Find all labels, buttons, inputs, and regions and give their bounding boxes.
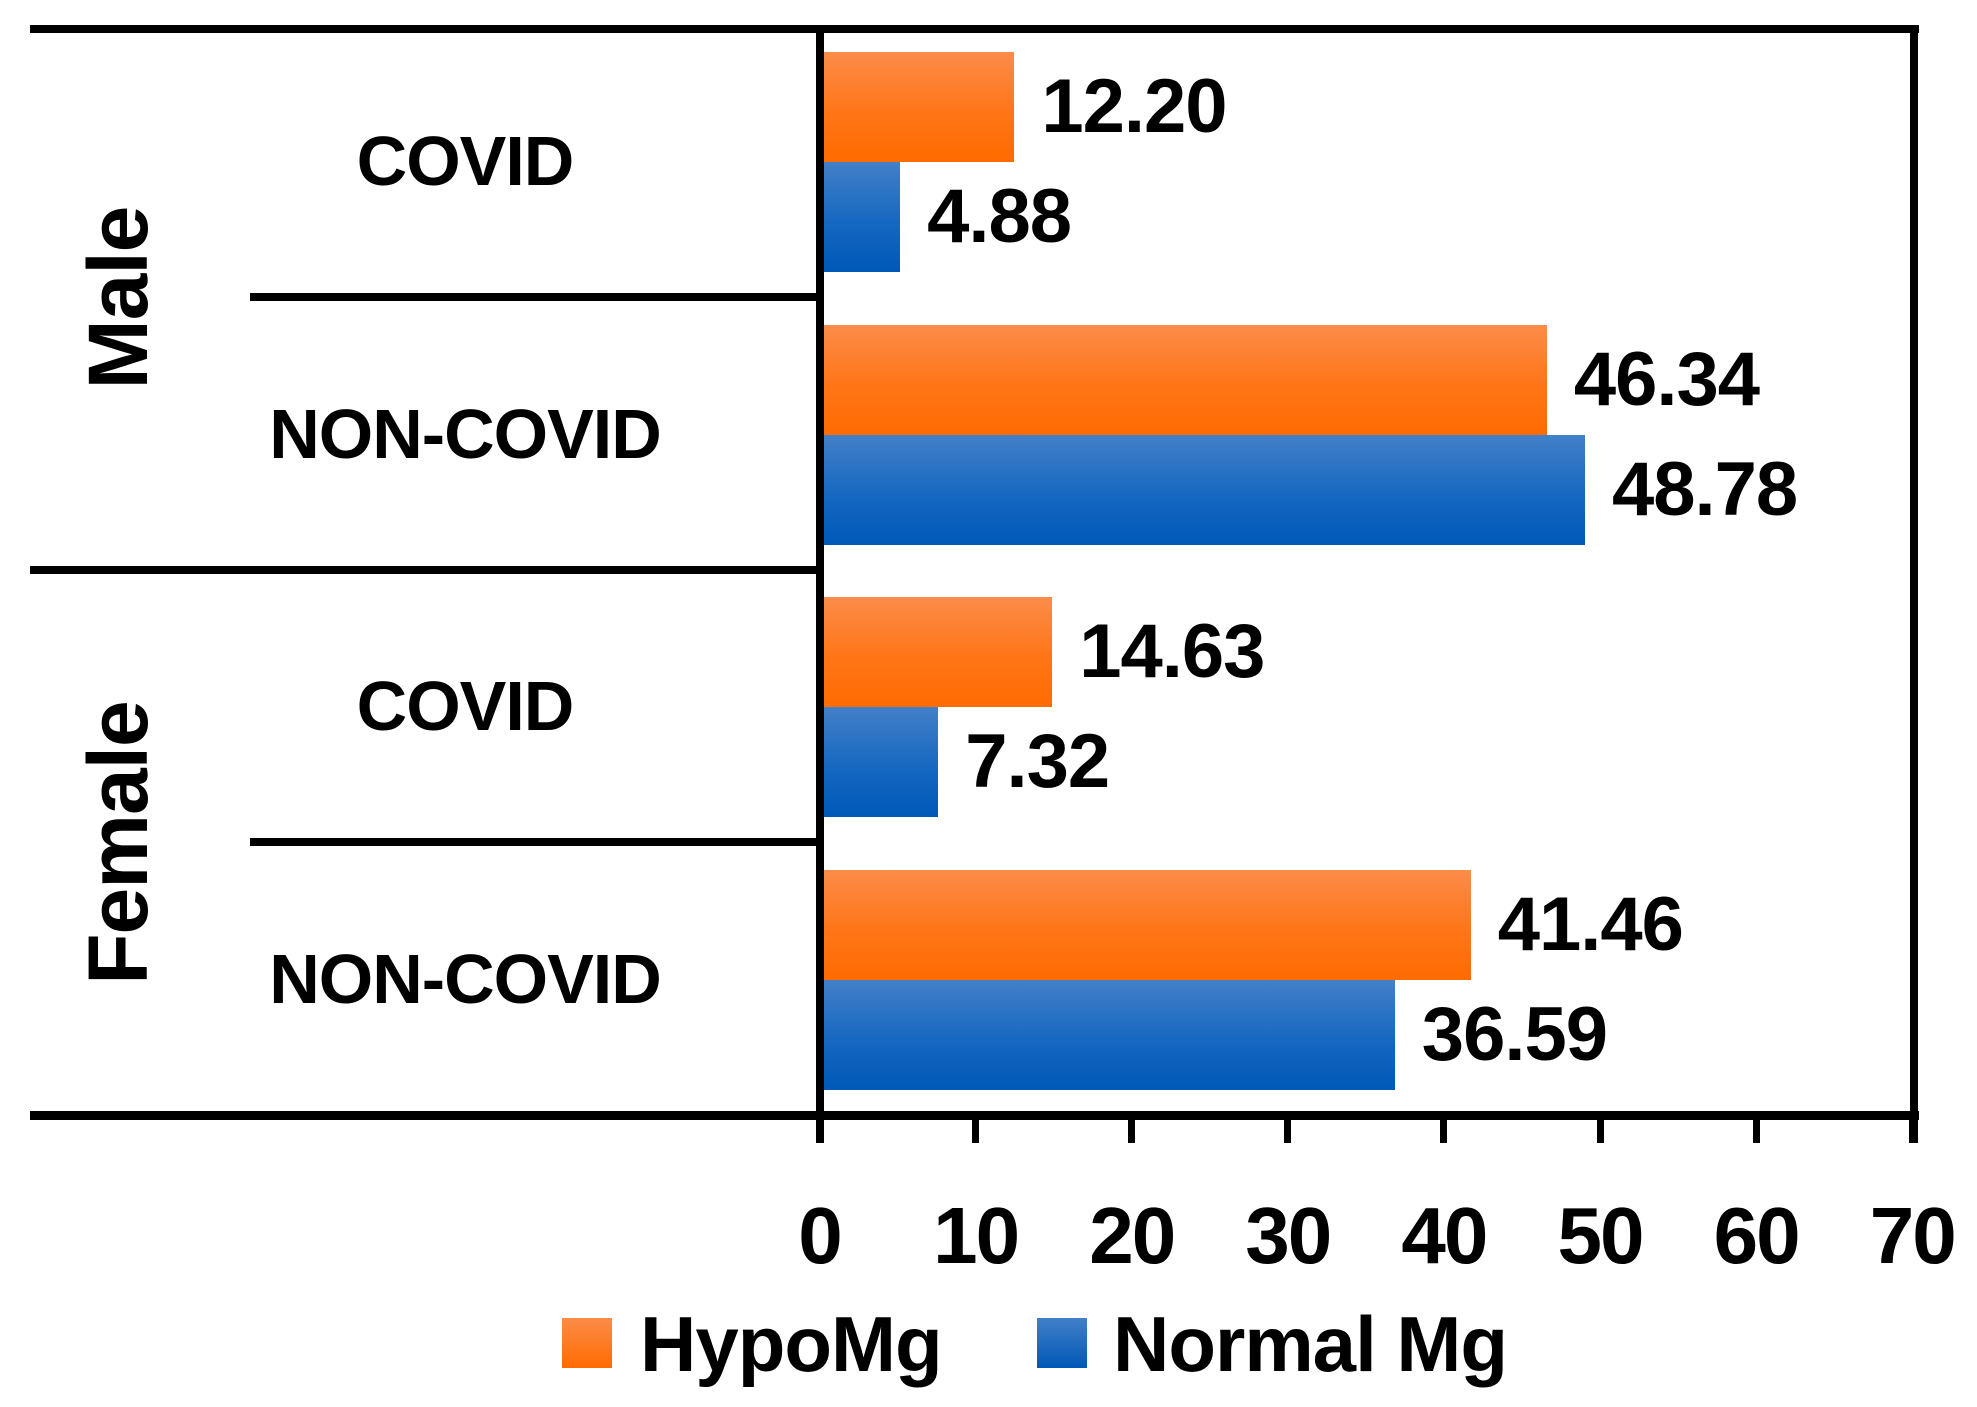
bar-hypomg-female-covid xyxy=(824,597,1053,707)
group-label-female: Female xyxy=(71,700,165,985)
value-label-normal-mg-male-non-covid: 48.78 xyxy=(1611,446,1798,532)
legend-swatch-normalmg-icon xyxy=(1037,1318,1087,1368)
bar-hypomg-male-covid xyxy=(824,52,1015,162)
bar-hypomg-male-non-covid xyxy=(824,324,1547,435)
category-label-male-non-covid: NON-COVID xyxy=(269,394,662,473)
category-label-female-covid: COVID xyxy=(356,667,575,746)
x-axis-tick-10 xyxy=(972,1120,980,1143)
x-axis-tick-label-60: 60 xyxy=(1713,1191,1801,1280)
value-label-hypomg-male-non-covid: 46.34 xyxy=(1573,336,1760,422)
bar-normal-mg-male-covid xyxy=(824,162,901,272)
plot-right-border xyxy=(1910,25,1918,1143)
x-axis-tick-60 xyxy=(1752,1120,1760,1143)
value-label-hypomg-female-covid: 14.63 xyxy=(1079,609,1265,694)
x-axis-line xyxy=(30,1111,1919,1120)
x-axis-tick-label-20: 20 xyxy=(1089,1191,1176,1280)
x-axis-tick-label-30: 30 xyxy=(1245,1191,1332,1280)
bar-normal-mg-female-covid xyxy=(824,707,939,817)
plot-top-border xyxy=(30,25,1919,33)
value-label-hypomg-male-covid: 12.20 xyxy=(1041,64,1227,149)
legend-swatch-hypomg-icon xyxy=(562,1318,612,1368)
value-label-normal-mg-female-non-covid: 36.59 xyxy=(1421,991,1608,1077)
x-axis-tick-label-50: 50 xyxy=(1557,1191,1645,1280)
category-separator-male xyxy=(250,293,824,301)
bar-normal-mg-female-non-covid xyxy=(824,979,1395,1090)
x-axis-tick-40 xyxy=(1440,1120,1448,1143)
x-axis-tick-label-0: 0 xyxy=(798,1191,842,1280)
x-axis-tick-0 xyxy=(816,1120,823,1143)
value-label-normal-mg-female-covid: 7.32 xyxy=(965,719,1110,804)
x-axis-tick-label-70: 70 xyxy=(1869,1191,1957,1280)
group-separator-male-female xyxy=(30,566,824,574)
category-label-male-covid: COVID xyxy=(356,122,575,201)
x-axis-tick-20 xyxy=(1128,1120,1136,1143)
y-axis-zero-line xyxy=(816,25,824,1143)
category-separator-female xyxy=(250,838,824,846)
bar-hypomg-female-non-covid xyxy=(824,869,1471,980)
value-label-normal-mg-male-covid: 4.88 xyxy=(927,174,1072,259)
legend-label-normalmg: Normal Mg xyxy=(1113,1300,1508,1388)
x-axis-tick-label-10: 10 xyxy=(933,1191,1020,1280)
value-label-hypomg-female-non-covid: 41.46 xyxy=(1497,881,1684,967)
x-axis-tick-50 xyxy=(1596,1120,1604,1143)
x-axis-tick-30 xyxy=(1284,1120,1292,1143)
x-axis-tick-label-40: 40 xyxy=(1401,1191,1488,1280)
group-label-male: Male xyxy=(71,206,165,389)
bar-normal-mg-male-non-covid xyxy=(824,434,1585,545)
legend-label-hypomg: HypoMg xyxy=(640,1300,943,1388)
x-axis-tick-70 xyxy=(1908,1120,1916,1143)
category-label-female-non-covid: NON-COVID xyxy=(269,939,662,1018)
